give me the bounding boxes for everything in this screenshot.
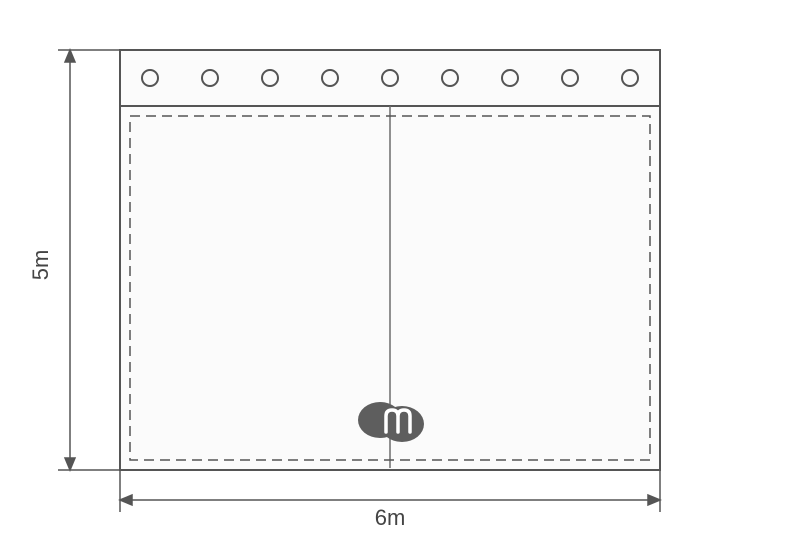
tarp-diagram: 5m 6m <box>0 0 800 533</box>
grommet <box>262 70 278 86</box>
dim-height <box>58 50 120 470</box>
grommet <box>142 70 158 86</box>
grommet <box>202 70 218 86</box>
dim-width-label: 6m <box>375 505 406 530</box>
grommet <box>322 70 338 86</box>
grommet <box>562 70 578 86</box>
grommet <box>622 70 638 86</box>
grommet <box>442 70 458 86</box>
grommet-row <box>142 70 638 86</box>
grommet <box>382 70 398 86</box>
grommet <box>502 70 518 86</box>
dim-height-label: 5m <box>28 250 53 281</box>
